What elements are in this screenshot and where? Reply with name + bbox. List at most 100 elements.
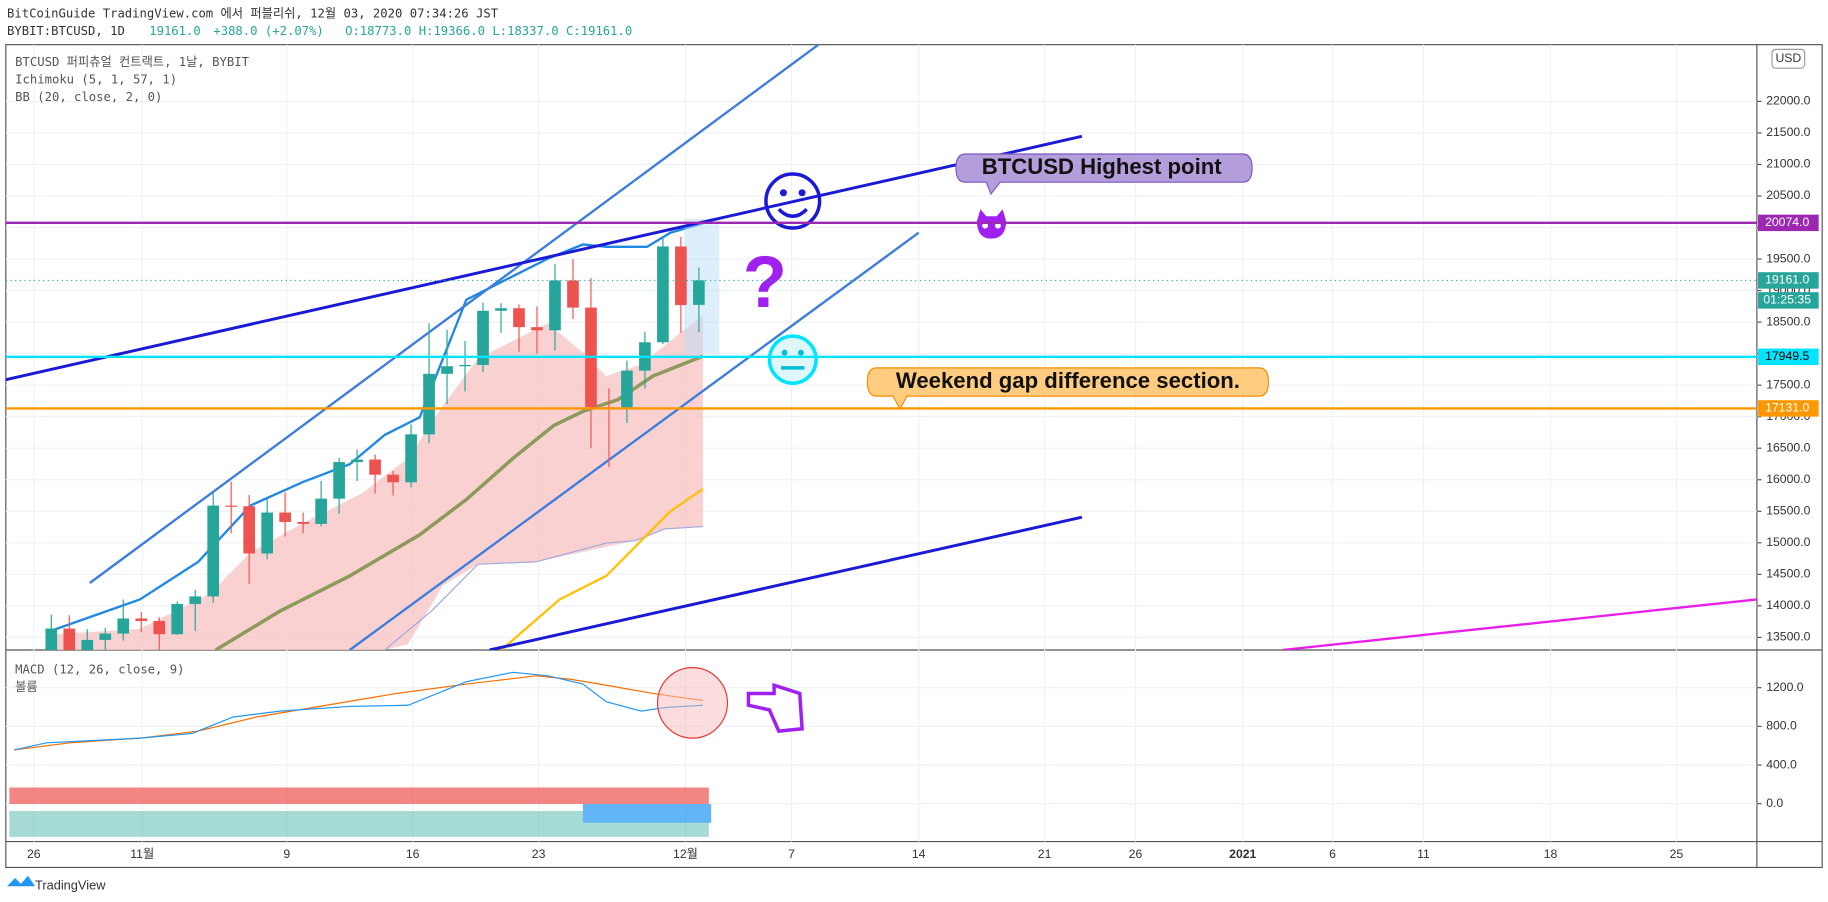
- price-label-box: [1758, 348, 1819, 366]
- frame: [5, 44, 1823, 869]
- x-tick-label: 26: [1129, 847, 1143, 861]
- y-tick-label: 0.0: [1766, 796, 1783, 810]
- candle-body: [351, 459, 363, 463]
- publisher: BitCoinGuide TradingView.com 에서 퍼블리쉬, 12…: [7, 7, 499, 21]
- lagging-line: [500, 487, 704, 650]
- y-tick-label: 15500.0: [1766, 503, 1810, 517]
- long-trendline: [1282, 598, 1757, 650]
- candle-body: [387, 474, 399, 483]
- x-tick-label: 9: [283, 847, 290, 861]
- x-tick-label: 25: [1670, 847, 1684, 861]
- volume-bars: [9, 787, 712, 837]
- x-tick-label: 14: [912, 847, 926, 861]
- candle-body: [81, 639, 94, 650]
- candle-body: [279, 512, 291, 522]
- candle-body: [189, 596, 202, 604]
- countdown-box: [1758, 292, 1819, 309]
- countdown: 01:25:35: [1763, 293, 1811, 307]
- y-tick-label: 20500.0: [1766, 188, 1810, 202]
- resistance-line: [5, 134, 1083, 382]
- volume-title: 볼륨: [15, 680, 38, 694]
- x-tick-label: 12월: [673, 847, 698, 861]
- x-tick-label: 7: [788, 847, 795, 861]
- support-line: [489, 515, 1083, 650]
- neutral-icon: [767, 334, 818, 385]
- candle-body: [441, 366, 453, 374]
- candle-body: [531, 327, 543, 331]
- candle-body: [423, 373, 435, 435]
- price-label-box: [1758, 272, 1819, 289]
- annotation: Weekend gap difference section.: [896, 368, 1240, 393]
- macd-line: [13, 671, 704, 751]
- x-tick-label: 16: [406, 847, 420, 861]
- y-tick-label: 16500.0: [1766, 440, 1810, 454]
- candle-body: [567, 280, 579, 308]
- candle-body: [675, 246, 687, 306]
- legend-indicator: Ichimoku (5, 1, 57, 1): [15, 72, 177, 86]
- candle-body: [45, 628, 58, 650]
- x-tick-label: 2021: [1229, 847, 1256, 861]
- candle-body: [153, 620, 166, 635]
- x-tick-label: 6: [1329, 847, 1336, 861]
- y-tick-label: 18500.0: [1766, 314, 1810, 328]
- price-label: 20074.0: [1765, 215, 1809, 229]
- y-tick-label: 21500.0: [1766, 125, 1810, 139]
- symbol: BYBIT:BTCUSD, 1D: [7, 24, 125, 38]
- candle-body: [369, 459, 381, 475]
- candle-body: [297, 521, 309, 524]
- change: +388.0 (+2.07%): [213, 24, 323, 38]
- candle-body: [333, 462, 345, 499]
- candle-body: [207, 505, 220, 597]
- last-price: 19161.0: [149, 24, 201, 38]
- candle-body: [693, 280, 705, 305]
- macd-title: MACD (12, 26, close, 9): [15, 662, 184, 676]
- y-tick-label: 14000.0: [1766, 598, 1810, 612]
- candle-body: [225, 505, 238, 507]
- smiley-icon: [764, 172, 822, 230]
- y-tick-label: 21000.0: [1766, 157, 1810, 171]
- candle-body: [261, 512, 273, 554]
- highlight-circle: [656, 667, 729, 739]
- x-tick-label: 21: [1038, 847, 1052, 861]
- bollinger-upper: [46, 222, 704, 634]
- candle-body: [405, 434, 417, 483]
- candle-body: [657, 246, 669, 343]
- annotation: BTCUSD Highest point: [982, 154, 1222, 179]
- channel-upper: [89, 44, 820, 584]
- cloud-edge: [384, 525, 704, 650]
- y-tick-label: 1200.0: [1766, 680, 1804, 694]
- candle-body: [549, 280, 561, 331]
- legend-title: BTCUSD 퍼피츄얼 컨트랙트, 1날, BYBIT: [15, 55, 249, 69]
- y-tick-label: 400.0: [1766, 757, 1797, 771]
- y-tick-label: 15000.0: [1766, 535, 1810, 549]
- price-label: 17131.0: [1765, 401, 1809, 415]
- y-tick-label: 14500.0: [1766, 567, 1810, 581]
- price-label-box: [1758, 400, 1819, 417]
- candle-body: [171, 603, 184, 635]
- y-tick-label: 22000.0: [1766, 94, 1810, 108]
- candle-body: [477, 310, 489, 365]
- candle-body: [315, 498, 327, 524]
- x-tick-label: 11월: [130, 847, 154, 861]
- candle-body: [621, 370, 633, 408]
- candle-body: [135, 618, 148, 621]
- x-tick-label: 26: [27, 847, 41, 861]
- annotation-bubble: [866, 367, 1269, 411]
- pointer-icon: [746, 682, 804, 733]
- y-tick-label: 13500.0: [1766, 630, 1810, 644]
- x-tick-label: 18: [1544, 847, 1558, 861]
- annotation-bubble: [955, 153, 1253, 196]
- currency: USD: [1775, 51, 1801, 65]
- candle-body: [117, 618, 130, 634]
- logo: [6, 875, 35, 887]
- candle-body: [513, 308, 525, 328]
- candle-body: [99, 633, 112, 640]
- candle-body: [63, 628, 76, 650]
- y-tick-label: 800.0: [1766, 719, 1797, 733]
- price-label: 17949.5: [1765, 349, 1809, 363]
- question-mark: ?: [743, 242, 787, 323]
- ichimoku-cloud: [46, 315, 703, 650]
